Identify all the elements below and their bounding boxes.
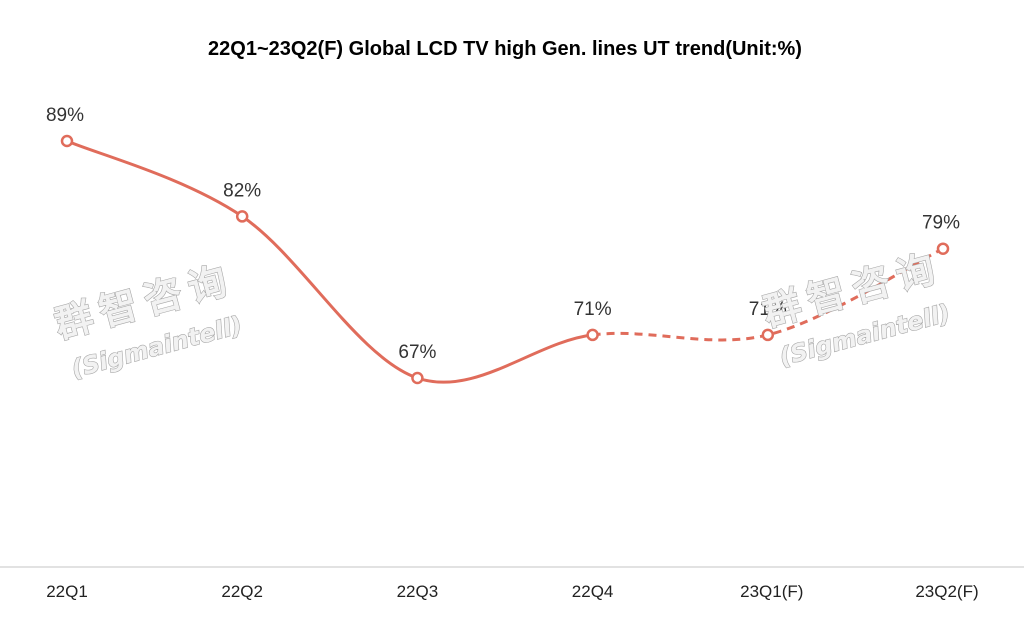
chart-title: 22Q1~23Q2(F) Global LCD TV high Gen. lin…	[208, 38, 802, 60]
x-tick-label: 22Q1	[46, 582, 88, 601]
data-point	[761, 328, 775, 342]
data-label: 89%	[46, 105, 84, 126]
x-tick-label: 23Q1(F)	[740, 582, 803, 601]
data-point	[936, 242, 950, 255]
data-label: 67%	[398, 342, 436, 363]
data-label: 71%	[574, 299, 612, 320]
x-tick-label: 22Q4	[572, 582, 614, 601]
data-label: 79%	[922, 213, 960, 234]
data-label: 71%	[749, 299, 787, 320]
data-point	[411, 371, 424, 385]
watermark-right: 群智咨询 (Sigmaintell)	[757, 244, 953, 372]
data-point	[235, 210, 249, 223]
watermark-left: 群智咨询 (Sigmaintell)	[49, 256, 245, 384]
data-point	[60, 134, 74, 148]
x-tick-label: 23Q2(F)	[915, 582, 978, 601]
series-line-actual	[66, 139, 593, 384]
x-tick-label: 22Q3	[397, 582, 439, 601]
data-label: 82%	[223, 180, 261, 201]
data-point	[586, 328, 599, 342]
x-tick-label: 22Q2	[221, 582, 263, 601]
